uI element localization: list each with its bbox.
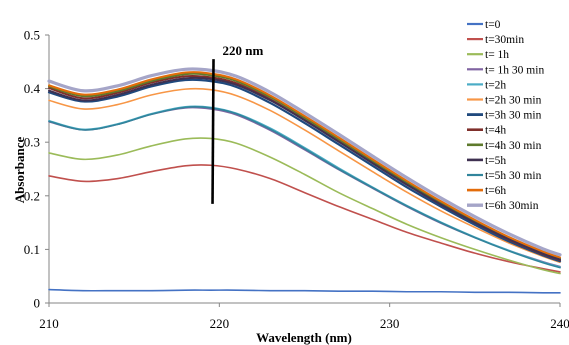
- series-line-2: [48, 137, 561, 275]
- legend-label-4: t=2h: [485, 79, 506, 91]
- x-tick-label: 210: [39, 316, 59, 331]
- legend-label-11: t=6h: [485, 185, 506, 197]
- y-tick-label: 0.5: [24, 28, 40, 43]
- x-axis-title: Wavelength (nm): [256, 330, 352, 345]
- y-axis-title: Absorbance: [12, 137, 27, 204]
- legend-label-8: t=4h 30 min: [485, 140, 542, 152]
- y-tick-label: 0: [34, 296, 41, 311]
- series-line-11: [48, 71, 561, 259]
- legend-label-2: t= 1h: [485, 49, 509, 61]
- legend-label-7: t=4h: [485, 125, 506, 137]
- y-tick-label: 0.2: [24, 188, 40, 203]
- annotation-layer: 220 nm: [211, 43, 264, 204]
- series-line-12: [47, 67, 562, 257]
- y-tick-label: 0.3: [24, 135, 40, 150]
- legend-label-10: t=5h 30 min: [485, 170, 542, 182]
- legend-label-1: t=30min: [485, 34, 524, 46]
- legend-label-3: t= 1h 30 min: [485, 64, 544, 76]
- annotation-label: 220 nm: [223, 43, 264, 58]
- series-line-5: [48, 87, 561, 264]
- series-layer: [47, 67, 562, 294]
- annotation-marker-line: [211, 59, 215, 204]
- legend-label-5: t=2h 30 min: [485, 95, 542, 107]
- series-line-9: [48, 76, 561, 261]
- y-tick-label: 0.4: [24, 81, 41, 96]
- axes: 0 0.1 0.2 0.3 0.4 0.5 210 220 230 240: [24, 28, 569, 332]
- series-line-6: [47, 78, 562, 263]
- legend-label-0: t=0: [485, 19, 501, 31]
- x-tick-label: 230: [380, 316, 400, 331]
- legend-label-12: t=6h 30min: [485, 200, 539, 212]
- legend-label-6: t=3h 30 min: [485, 110, 542, 122]
- x-tick-label: 220: [210, 316, 230, 331]
- x-tick-label: 240: [550, 316, 569, 331]
- y-tick-label: 0.1: [24, 242, 40, 257]
- legend: t=0 t=30min t= 1h t= 1h 30 min t=2h t=2h 30 m…: [467, 19, 544, 212]
- series-line-1: [48, 164, 561, 273]
- series-line-10: [48, 105, 561, 269]
- legend-label-9: t=5h: [485, 155, 506, 167]
- series-line-0: [48, 288, 561, 294]
